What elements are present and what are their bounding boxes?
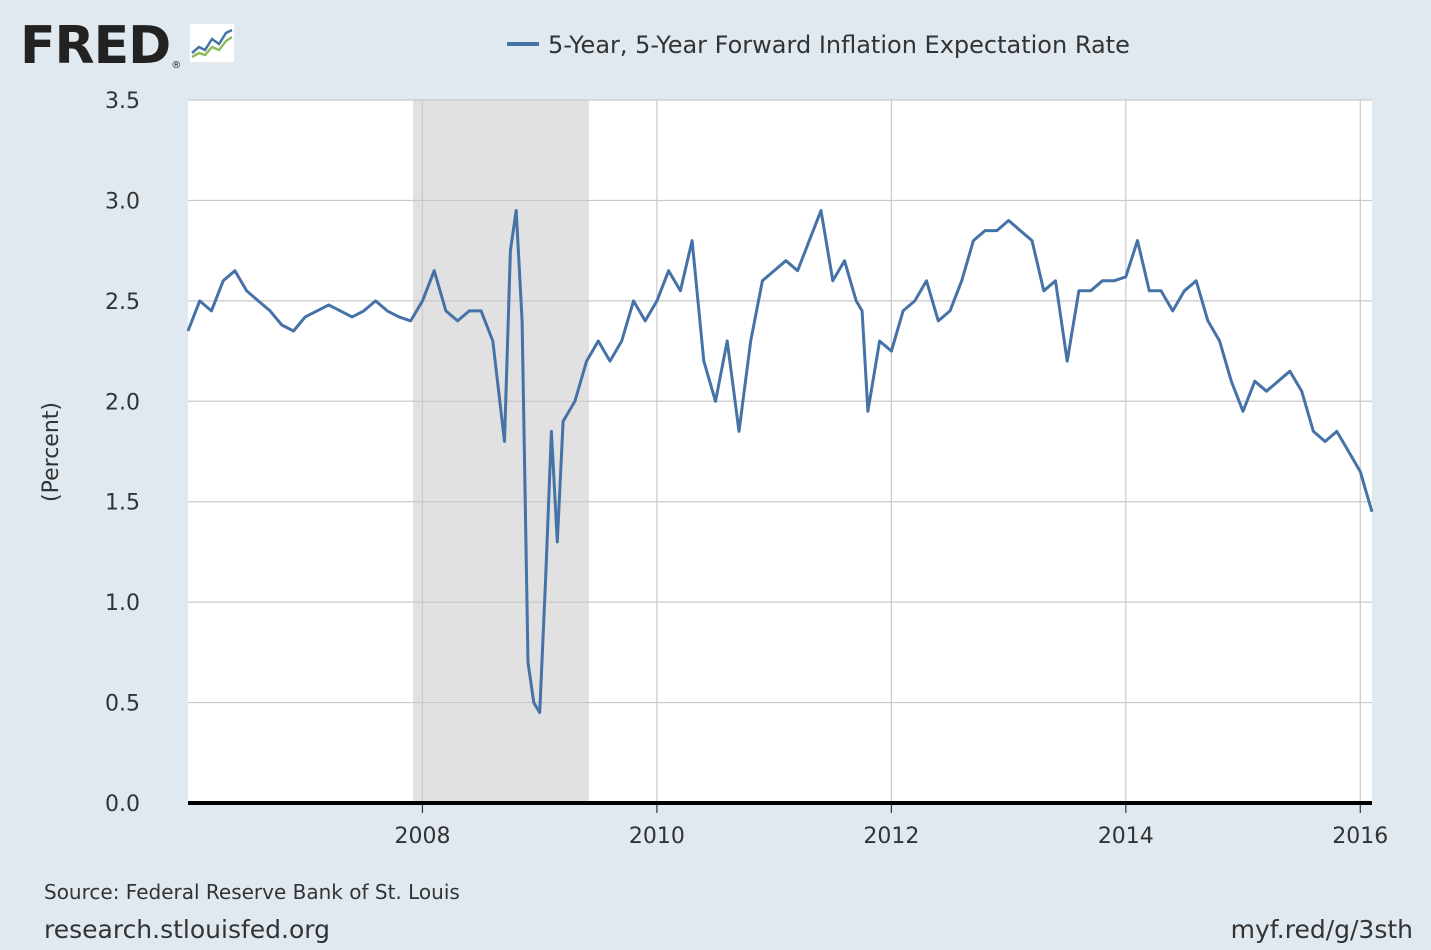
short-link[interactable]: myf.red/g/3sth: [1230, 915, 1413, 944]
fred-logo-text: FRED: [20, 16, 171, 76]
recession-bands: [413, 100, 589, 803]
y-tick-label: 1.5: [105, 491, 140, 516]
y-tick-label: 0.0: [105, 792, 140, 817]
y-axis-label: (Percent): [39, 402, 64, 502]
y-tick-label: 2.5: [105, 290, 140, 315]
registered-mark: ®: [171, 60, 182, 71]
y-tick-label: 2.0: [105, 390, 140, 415]
x-tick-label: 2010: [629, 824, 685, 849]
x-tick-label: 2016: [1332, 824, 1388, 849]
source-label: Source: Federal Reserve Bank of St. Loui…: [44, 880, 460, 904]
y-tick-label: 0.5: [105, 692, 140, 717]
fred-logo[interactable]: FRED ®: [20, 16, 236, 76]
x-tick-label: 2012: [863, 824, 919, 849]
y-tick-label: 3.0: [105, 189, 140, 214]
legend-label: 5-Year, 5-Year Forward Inflation Expecta…: [548, 31, 1130, 59]
x-tick-label: 2014: [1098, 824, 1154, 849]
series-line: [186, 209, 1374, 715]
y-tick-labels: 0.0 0.5 1.0 1.5 2.0 2.5 3.0 3.5: [105, 89, 140, 817]
x-tick-label: 2008: [394, 824, 450, 849]
grid-lines: [188, 99, 1372, 813]
fred-line-chart-icon: [189, 23, 236, 63]
recession-band: [413, 100, 589, 803]
y-tick-label: 1.0: [105, 591, 140, 616]
legend: 5-Year, 5-Year Forward Inflation Expecta…: [507, 31, 1130, 59]
y-tick-label: 3.5: [105, 89, 140, 114]
plot-area: [188, 100, 1372, 803]
series-layer: [186, 209, 1374, 715]
x-tick-labels: 2008 2010 2012 2014 2016: [394, 824, 1388, 849]
site-link[interactable]: research.stlouisfed.org: [44, 915, 330, 944]
